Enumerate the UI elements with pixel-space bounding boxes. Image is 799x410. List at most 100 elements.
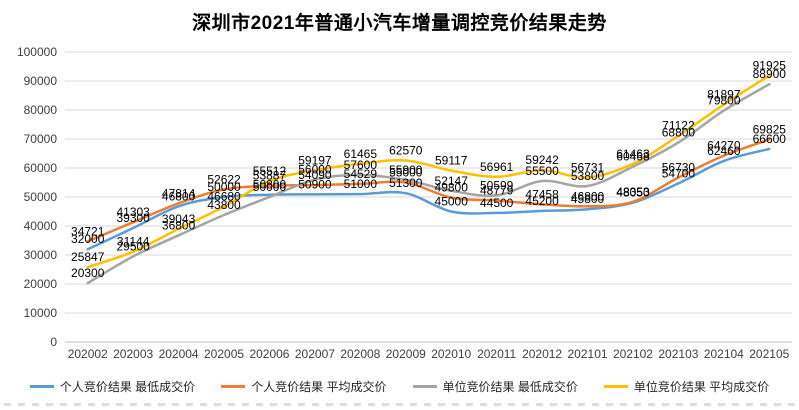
cropped-row-artifact [4,403,795,406]
legend-label-personal-avg: 个人竞价结果 平均成交价 [251,380,387,394]
legend-label-unit-avg: 单位竞价结果 平均成交价 [633,380,770,394]
data-label-personal-min: 32000 [71,232,105,246]
data-label-personal-min: 39300 [116,211,150,225]
x-axis-label: 202002 [68,347,108,361]
y-axis-label: 70000 [24,132,58,146]
data-label-unit-avg: 25847 [71,250,105,264]
x-axis-label: 202102 [613,347,653,361]
chart-title: 深圳市2021年普通小汽车增量调控竞价结果走势 [192,13,607,34]
data-label-unit-min: 79800 [707,94,741,108]
data-label-unit-avg: 81897 [707,87,741,101]
data-label-unit-avg: 59117 [435,154,468,168]
data-label-unit-avg: 61465 [344,147,378,161]
legend-swatch-unit-avg [603,385,628,388]
data-label-personal-min: 48050 [616,186,650,200]
data-label-unit-min: 55900 [389,163,423,177]
data-label-personal-avg: 54090 [298,168,332,182]
data-label-personal-avg: 69825 [753,123,787,137]
data-label-unit-avg: 59197 [298,153,332,167]
legend-swatch-personal-avg [221,385,246,388]
data-label-unit-avg: 91925 [753,58,787,72]
data-label-personal-avg: 47814 [162,186,196,200]
data-label-unit-min: 56000 [298,163,332,177]
x-axis-label: 202103 [658,347,698,361]
x-axis-label: 202105 [749,347,789,361]
data-label-personal-min: 54700 [662,166,696,180]
data-label-personal-min: 45000 [435,195,469,209]
x-axis-label: 202005 [204,347,244,361]
x-axis-label: 202006 [249,347,289,361]
y-axis-label: 90000 [24,74,58,88]
x-axis-label: 202004 [159,347,199,361]
data-label-personal-avg: 64270 [707,139,741,153]
data-label-unit-avg: 31144 [117,235,150,249]
data-label-unit-min: 68800 [662,125,696,139]
y-axis-label: 60000 [24,161,58,175]
x-axis-label: 202010 [431,347,471,361]
data-label-unit-min: 50000 [253,180,287,194]
y-axis-label: 20000 [24,277,58,291]
data-label-unit-avg: 39043 [162,212,196,226]
legend-swatch-unit-min [412,385,437,388]
data-label-personal-min: 62460 [707,144,741,158]
data-label-personal-min: 46800 [162,189,196,203]
legend-item-personal-min[interactable]: 个人竞价结果 最低成交价 [29,378,196,395]
y-axis-label: 30000 [24,248,58,262]
data-label-personal-min: 50000 [207,180,241,194]
data-label-personal-min: 45800 [571,192,605,206]
data-label-unit-min: 60468 [616,150,650,164]
legend-item-personal-avg[interactable]: 个人竞价结果 平均成交价 [221,378,387,395]
data-label-unit-avg: 71122 [662,119,695,133]
data-label-personal-min: 45200 [525,194,559,208]
y-axis-label: 0 [50,335,57,349]
data-label-unit-min: 20300 [71,266,105,280]
data-label-unit-avg: 56731 [571,160,605,174]
data-label-personal-avg: 41303 [116,205,150,219]
legend-swatch-personal-min [29,385,54,388]
data-label-unit-min: 57600 [344,158,378,172]
x-axis-label: 202007 [295,347,335,361]
series-line-personal-avg[interactable] [86,138,771,243]
x-axis-label: 202003 [113,347,153,361]
data-label-personal-avg: 46800 [571,189,605,203]
data-label-unit-min: 52147 [435,174,469,188]
data-label-personal-avg: 52622 [207,172,241,186]
x-axis-label: 202012 [522,347,562,361]
data-label-personal-min: 51000 [344,177,378,191]
legend-label-personal-min: 个人竞价结果 最低成交价 [59,380,196,394]
data-label-unit-avg: 62570 [389,144,423,158]
chart-canvas[interactable]: 0 10000 20000 30000 40000 50000 60000 70000 8000… [0,0,799,375]
data-label-personal-avg: 56730 [662,160,696,174]
legend-label-unit-min: 单位竞价结果 最低成交价 [442,380,578,394]
series-line-unit-avg[interactable] [86,74,771,269]
data-label-personal-avg: 47458 [525,187,559,201]
data-label-unit-avg: 56961 [480,160,514,174]
data-label-personal-avg: 53887 [253,169,287,183]
x-axis-label: 202104 [704,347,744,361]
y-axis-label: 40000 [24,219,58,233]
y-axis-label: 50000 [24,190,58,204]
data-label-unit-min: 88900 [753,67,787,81]
data-label-unit-avg: 55512 [253,164,287,178]
y-axis-label: 10000 [24,306,58,320]
series-line-unit-min[interactable] [86,82,771,285]
data-label-personal-min: 50900 [298,177,332,191]
data-label-personal-min: 44500 [480,196,514,210]
series-line-personal-min[interactable] [86,147,771,251]
y-axis-label: 80000 [24,103,58,117]
data-label-personal-min: 50800 [253,178,287,192]
data-label-unit-min: 43800 [207,198,241,212]
legend-item-unit-avg[interactable]: 单位竞价结果 平均成交价 [603,378,770,395]
x-axis-label: 202008 [340,347,380,361]
chart-legend: 个人竞价结果 最低成交价 个人竞价结果 平均成交价 单位竞价结果 最低成交价 单位竞价… [0,378,799,395]
data-label-personal-min: 66600 [753,132,787,146]
legend-item-unit-min[interactable]: 单位竞价结果 最低成交价 [412,378,578,395]
data-label-unit-avg: 46680 [207,190,241,204]
data-label-personal-min: 51300 [389,176,423,190]
data-label-unit-min: 36800 [162,218,196,232]
data-label-personal-avg: 48779 [480,184,514,198]
data-label-unit-min: 55500 [525,164,559,178]
data-label-unit-min: 50599 [480,178,514,192]
data-label-unit-avg: 61463 [616,147,650,161]
